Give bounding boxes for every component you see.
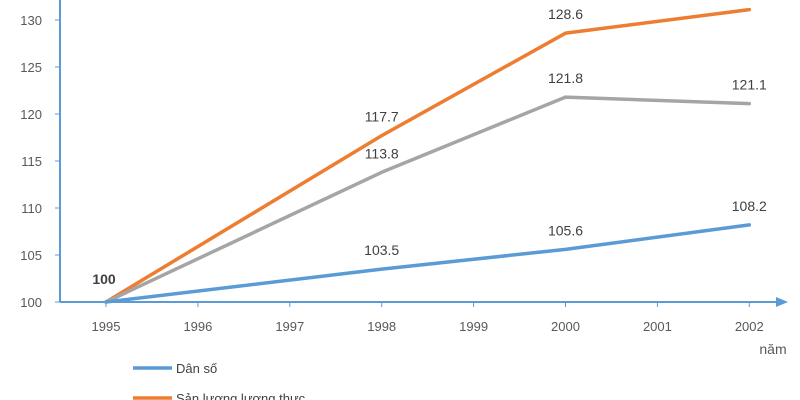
legend-label: Sản lượng lương thực <box>176 391 306 400</box>
x-tick-label: 1997 <box>275 319 304 334</box>
data-labels: 117.7 128.6 113.8 121.8 121.1 103.5 105.6 108.2 <box>364 6 767 258</box>
data-label: 105.6 <box>548 222 583 238</box>
data-label: 128.6 <box>548 6 583 22</box>
y-tick-label: 115 <box>21 154 42 169</box>
x-tick-label: 1998 <box>367 319 396 334</box>
data-label: 121.8 <box>548 70 583 86</box>
y-tick-label: 125 <box>20 60 42 75</box>
y-tick-label: 120 <box>20 107 42 122</box>
series-line-0 <box>104 7 752 304</box>
x-axis-title: năm <box>759 341 786 357</box>
data-label: 113.8 <box>365 145 399 161</box>
x-tick-label: 1999 <box>459 319 488 334</box>
x-tick-label: 1995 <box>92 319 121 334</box>
data-label: 103.5 <box>364 242 399 258</box>
series-group <box>104 7 752 304</box>
series-line-2 <box>104 223 752 304</box>
data-label: 108.2 <box>732 198 767 214</box>
y-tick-label: 100 <box>20 295 42 310</box>
series-line-1 <box>104 95 752 304</box>
y-tick-label: 105 <box>20 248 42 263</box>
legend-label: Dân số <box>176 361 217 376</box>
x-axis-arrow <box>776 297 788 307</box>
y-axis-ticks: 100 105 110 115 120 125 130 <box>20 13 60 310</box>
data-label: 121.1 <box>732 77 767 93</box>
axes <box>59 0 788 307</box>
y-tick-label: 130 <box>20 13 42 28</box>
y-tick-label: 110 <box>21 201 42 216</box>
x-axis-ticks: 1995 1996 1997 1998 1999 2000 2001 2002 <box>92 302 764 334</box>
data-label: 117.7 <box>365 109 399 125</box>
x-tick-label: 2000 <box>551 319 580 334</box>
legend: Dân số Sản lượng lương thực <box>133 361 306 400</box>
x-tick-label: 1996 <box>183 319 212 334</box>
origin-label: 100 <box>92 271 116 287</box>
x-tick-label: 2001 <box>643 319 672 334</box>
x-tick-label: 2002 <box>735 319 764 334</box>
